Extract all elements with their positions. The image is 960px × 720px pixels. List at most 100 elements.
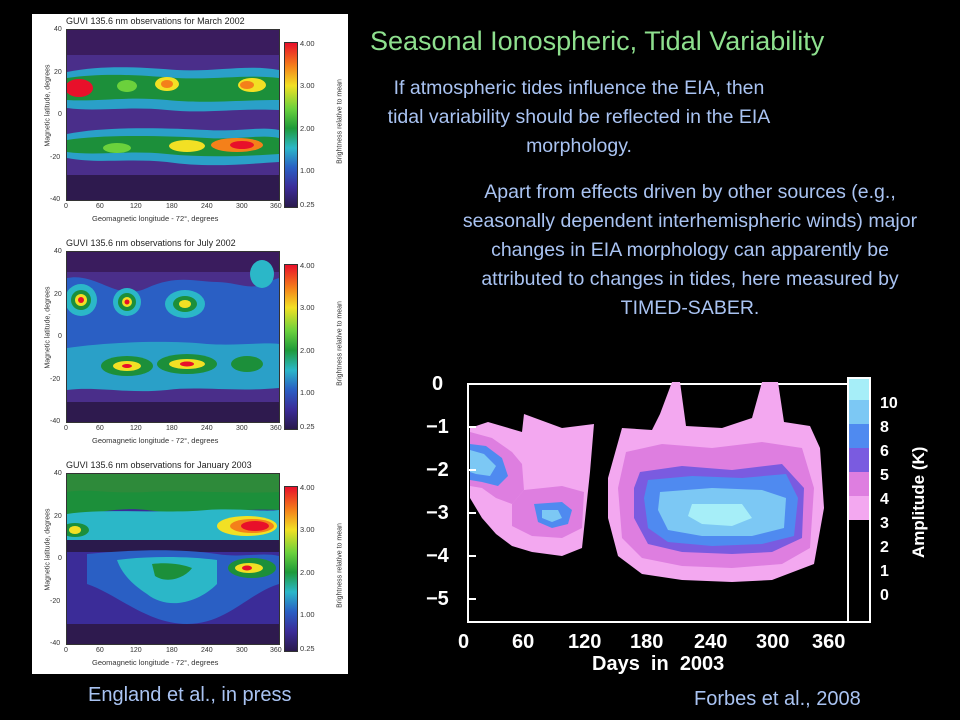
x-tick: 120: [130, 425, 142, 432]
citation-forbes: Forbes et al., 2008: [694, 688, 861, 710]
x-tick: 180: [166, 647, 178, 654]
x-tick: 60: [96, 425, 104, 432]
saber-y-tick: −4: [426, 545, 450, 567]
y-tick: 40: [54, 26, 62, 33]
colorbar-tick: 3.00: [300, 303, 315, 312]
x-tick: 180: [166, 203, 178, 210]
x-tick: 60: [96, 203, 104, 210]
guvi-panel-january-2003: GUVI 135.6 nm observations for January 2…: [32, 458, 348, 672]
y-tick: -20: [50, 376, 61, 383]
x-tick: 300: [236, 647, 248, 654]
colorbar-tick: 2.00: [300, 568, 315, 577]
colorbar: [284, 264, 298, 430]
saber-y-tick: −3: [426, 502, 449, 524]
guvi-panel-july-2002: GUVI 135.6 nm observations for July 2002: [32, 236, 348, 450]
saber-x-tick: 300: [756, 631, 789, 653]
intro-paragraph: If atmospheric tides influence the EIA, …: [387, 77, 771, 157]
explanation-paragraph: Apart from effects driven by other sourc…: [462, 181, 918, 319]
x-tick: 360: [270, 203, 282, 210]
saber-x-tick: 60: [512, 631, 534, 653]
x-tick: 360: [270, 425, 282, 432]
x-tick: 120: [130, 203, 142, 210]
x-tick: 240: [201, 203, 213, 210]
saber-colorbar-label: Amplitude (K): [909, 447, 928, 558]
colorbar-tick: 4.00: [300, 39, 315, 48]
x-tick: 360: [270, 647, 282, 654]
saber-x-axis-label: Days in 2003: [592, 653, 724, 674]
saber-colorbar: [847, 377, 871, 623]
guvi-map-july-2002: [66, 251, 280, 423]
y-tick: -20: [50, 598, 61, 605]
saber-tide-figure: 0 −1 −2 −3 −4 −5 0 60 120 180 240 300 36…: [426, 373, 928, 674]
saber-cbar-tick: 8: [880, 419, 889, 436]
x-tick: 0: [64, 425, 68, 432]
y-axis-label: Magnetic latitude, degrees: [44, 286, 52, 369]
y-tick: 40: [54, 470, 62, 477]
saber-cbar-tick: 5: [880, 467, 889, 484]
y-axis-label: Magnetic latitude, degrees: [44, 64, 52, 147]
colorbar-tick: 2.00: [300, 346, 315, 355]
x-tick: 60: [96, 647, 104, 654]
citation-england: England et al., in press: [88, 684, 292, 706]
colorbar-tick: 1.00: [300, 388, 315, 397]
saber-y-tick: −2: [426, 459, 449, 481]
y-tick: -20: [50, 154, 61, 161]
y-tick: 40: [54, 248, 62, 255]
colorbar-tick: 4.00: [300, 261, 315, 270]
y-axis-label: Magnetic latitude, degrees: [44, 508, 52, 591]
x-axis-label: Geomagnetic longitude - 72°, degrees: [92, 214, 219, 223]
colorbar-label: Brightness relative to mean: [336, 301, 344, 386]
colorbar-tick: 1.00: [300, 610, 315, 619]
y-tick: -40: [50, 640, 61, 647]
saber-amplitude-field: [470, 382, 824, 582]
x-tick: 240: [201, 647, 213, 654]
guvi-map-march-2002: [66, 29, 280, 201]
slide-title: Seasonal Ionospheric, Tidal Variability: [370, 26, 825, 56]
guvi-panel-march-2002: GUVI 135.6 nm observations for March 200…: [32, 14, 348, 228]
saber-x-tick: 360: [812, 631, 845, 653]
x-tick: 300: [236, 425, 248, 432]
y-tick: 20: [54, 69, 62, 76]
y-tick: 20: [54, 291, 62, 298]
guvi-figure: GUVI 135.6 nm observations for March 200…: [32, 14, 348, 674]
saber-x-tick: 120: [568, 631, 601, 653]
colorbar-tick: 0.25: [300, 422, 315, 431]
colorbar-label: Brightness relative to mean: [336, 523, 344, 608]
colorbar: [284, 486, 298, 652]
y-tick: 0: [58, 555, 62, 562]
saber-cbar-tick: 0: [880, 587, 889, 604]
y-tick: 20: [54, 513, 62, 520]
saber-y-tick: −1: [426, 416, 449, 438]
y-tick: -40: [50, 418, 61, 425]
colorbar-tick: 1.00: [300, 166, 315, 175]
saber-cbar-tick: 2: [880, 539, 889, 556]
x-tick: 240: [201, 425, 213, 432]
colorbar-tick: 3.00: [300, 525, 315, 534]
saber-cbar-tick: 3: [880, 515, 889, 532]
x-tick: 180: [166, 425, 178, 432]
colorbar-tick: 3.00: [300, 81, 315, 90]
saber-x-tick: 0: [458, 631, 469, 653]
colorbar-tick: 2.00: [300, 124, 315, 133]
x-axis-label: Geomagnetic longitude - 72°, degrees: [92, 436, 219, 445]
saber-cbar-tick: 10: [880, 395, 898, 412]
saber-y-tick: −5: [426, 588, 449, 610]
colorbar-label: Brightness relative to mean: [336, 79, 344, 164]
colorbar-tick: 0.25: [300, 200, 315, 209]
saber-cbar-tick: 1: [880, 563, 889, 580]
saber-y-tick: 0: [432, 373, 443, 395]
x-tick: 300: [236, 203, 248, 210]
colorbar-tick: 0.25: [300, 644, 315, 653]
y-tick: 0: [58, 111, 62, 118]
guvi-panel-title: GUVI 135.6 nm observations for July 2002: [66, 238, 236, 248]
saber-cbar-tick: 6: [880, 443, 889, 460]
guvi-map-january-2003: [66, 473, 280, 645]
saber-x-tick: 180: [630, 631, 663, 653]
saber-cbar-tick: 4: [880, 491, 889, 508]
x-tick: 0: [64, 647, 68, 654]
x-tick: 0: [64, 203, 68, 210]
x-tick: 120: [130, 647, 142, 654]
y-tick: 0: [58, 333, 62, 340]
colorbar: [284, 42, 298, 208]
saber-x-tick: 240: [694, 631, 727, 653]
